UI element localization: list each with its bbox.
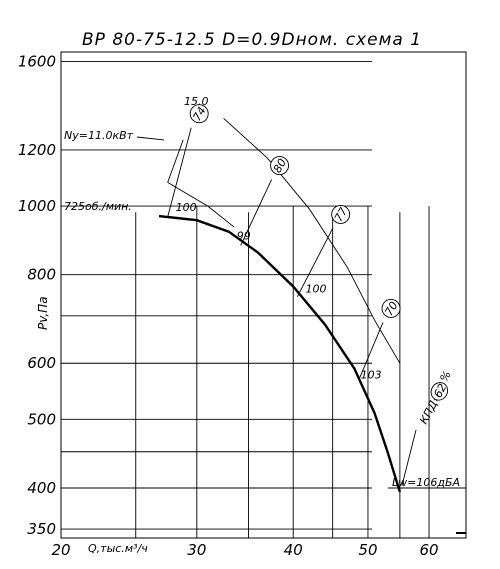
y-tick-600: 600 [27,354,56,372]
y-tick-1600: 1600 [18,52,56,70]
noise-point-2: 100 [306,283,327,296]
x-tick-50: 50 [358,541,377,559]
pressure-curve-start [158,214,168,219]
efficiency-value-70: 70 [382,299,400,318]
plot-frame [60,51,467,539]
y-tick-1000: 1000 [18,197,56,215]
grid-layer [61,61,430,538]
efficiency-value-77: 77 [332,205,350,224]
y-tick-350: 350 [27,520,56,538]
noise-level-label: Lw=106дБА [392,476,460,489]
kpd-leader [401,429,417,486]
x-axis-label: Q,тыс.м³/ч [88,542,148,555]
ny-curve [167,182,235,228]
speed-label: 725об./мин. [64,200,132,213]
y-axis-label: Pv,Па [36,296,50,330]
noise-point-1: 99 [237,229,251,242]
efficiency-value-74: 74 [191,105,209,124]
efficiency-circle-70 [381,299,401,318]
ny-leader [136,136,165,141]
efficiency-unit: % [437,369,453,384]
x-axis-ticks: 20 30 40 50 60 [51,541,438,559]
power-curve [223,117,401,364]
y-axis-ticks: 1600 1200 1000 800 600 500 400 350 [18,52,56,538]
efficiency-circle-77 [331,204,351,224]
x-tick-40: 40 [284,541,303,559]
y-tick-400: 400 [27,479,56,497]
efficiency-label: КПД= 62 % [417,369,454,427]
noise-point-3: 103 [361,368,382,381]
curve-layer: 74 80 77 70 100 99 100 103 [136,104,466,493]
efficiency-line-70 [358,322,384,380]
x-tick-20: 20 [51,541,70,559]
efficiency-circle-74 [189,104,209,124]
efficiency-circle-80 [270,156,290,176]
x-tick-30: 30 [187,541,206,559]
efficiency-line-74 [167,127,192,218]
chart-title: ВР 80-75-12.5 D=0.9Dном. схема 1 [82,30,422,50]
pressure-curve-0 [167,215,402,493]
efficiency-line-77 [296,228,334,297]
power-label: Ny=11.0кВт [64,129,134,142]
y-tick-800: 800 [27,266,56,284]
power-curve-label: 15.0 [184,95,209,108]
efficiency-value-80: 80 [271,156,289,175]
y-tick-500: 500 [27,410,56,428]
ny-leader-2 [167,139,184,183]
efficiency-circle [430,382,449,401]
efficiency-line-80 [240,179,272,246]
y-tick-1200: 1200 [18,141,56,159]
noise-point-0: 100 [176,201,197,214]
efficiency-value: 62 [431,381,449,399]
x-tick-60: 60 [419,541,438,559]
